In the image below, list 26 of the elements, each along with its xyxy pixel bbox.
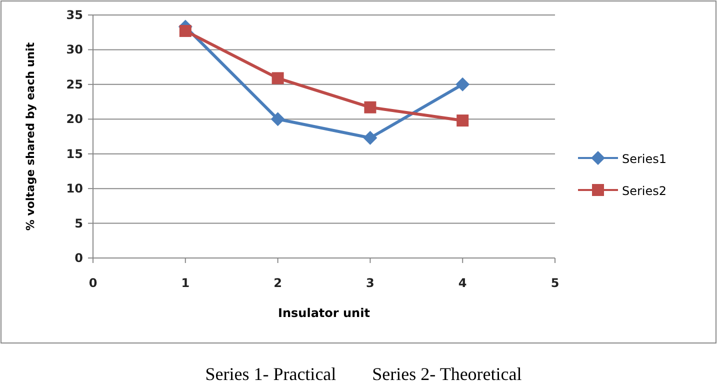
point <box>272 72 284 84</box>
x-tick-label: 1 <box>181 276 190 290</box>
point <box>456 77 470 92</box>
x-tick-label: 4 <box>458 276 467 290</box>
x-tick-label: 0 <box>88 276 98 290</box>
y-tick-label: 25 <box>66 77 83 92</box>
point <box>270 112 285 126</box>
point <box>363 130 378 145</box>
y-tick-label: 10 <box>66 182 83 196</box>
text: Series 1- Practical Series 2- Theoretical <box>205 364 522 384</box>
y-tick-label: 35 <box>66 8 83 22</box>
x-axis-title: Insulator unit <box>278 306 370 320</box>
point <box>179 24 192 37</box>
y-tick-label: 20 <box>66 112 83 126</box>
y-tick-label: 15 <box>66 146 83 161</box>
x-tick-label: 3 <box>366 276 374 290</box>
point <box>364 101 376 114</box>
y-tick-label: 5 <box>74 216 83 230</box>
y-axis-title: % voltage shared by each unit <box>24 42 37 231</box>
x-tick-label: 2 <box>274 276 282 290</box>
legend-label: Series2 <box>622 184 667 198</box>
x-tick-label: 5 <box>550 276 560 290</box>
y-tick-label: 30 <box>66 42 83 57</box>
y-tick-label: 0 <box>74 251 83 265</box>
legend-label: Series1 <box>622 152 667 166</box>
point <box>456 114 469 127</box>
